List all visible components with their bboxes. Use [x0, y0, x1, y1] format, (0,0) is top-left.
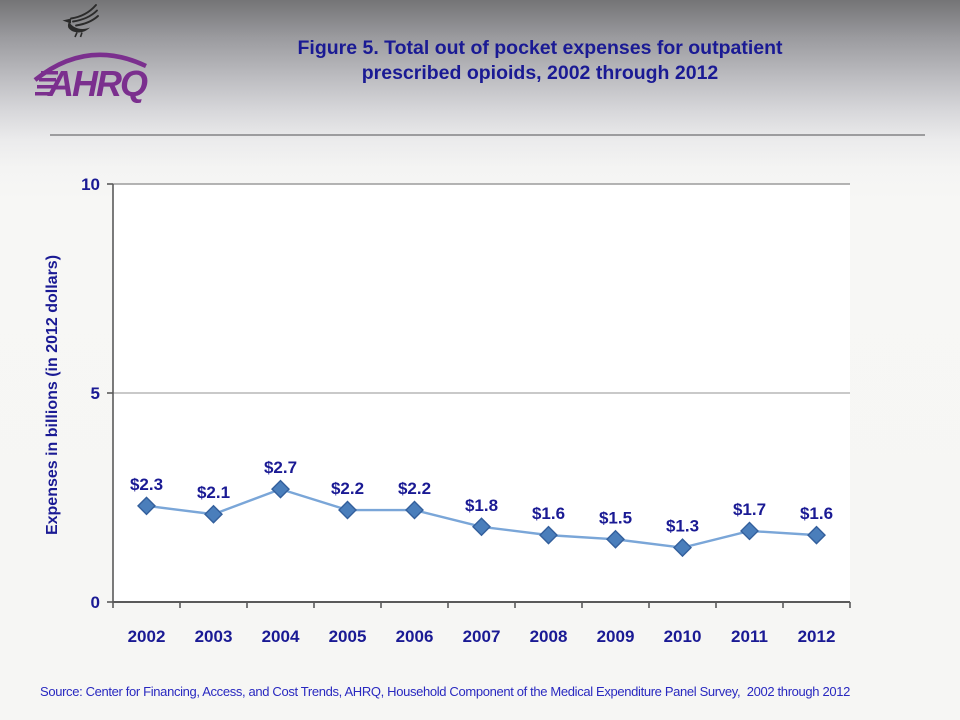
- data-label: $2.1: [197, 483, 230, 502]
- data-point-marker: [539, 525, 558, 545]
- x-tick-label: 2009: [597, 627, 635, 646]
- data-point-marker: [606, 529, 625, 549]
- data-label: $1.3: [666, 517, 699, 536]
- data-label: $2.2: [331, 479, 364, 498]
- data-point-marker: [204, 504, 223, 524]
- data-point-marker: [673, 538, 692, 558]
- x-tick-label: 2010: [664, 627, 702, 646]
- x-tick-label: 2005: [329, 627, 367, 646]
- data-point-marker: [405, 500, 424, 520]
- figure-title: Figure 5. Total out of pocket expenses f…: [160, 36, 920, 86]
- eagle-body: [67, 22, 90, 33]
- x-tick-label: 2012: [798, 627, 836, 646]
- y-tick-label: 10: [81, 175, 100, 194]
- figure-title-line2: prescribed opioids, 2002 through 2012: [361, 62, 719, 84]
- data-point-marker: [137, 496, 156, 516]
- data-label: $1.5: [599, 508, 632, 527]
- x-tick-label: 2006: [396, 627, 434, 646]
- logo-wordmark-text: AHRQ: [47, 63, 148, 104]
- x-tick-label: 2008: [530, 627, 568, 646]
- data-label: $1.8: [465, 496, 498, 515]
- data-label: $1.7: [733, 500, 766, 519]
- data-point-marker: [472, 517, 491, 537]
- data-label: $1.6: [532, 504, 565, 523]
- data-point-marker: [807, 525, 826, 545]
- ahrq-logo: AHRQ: [33, 52, 150, 104]
- data-label: $2.7: [264, 458, 297, 477]
- source-note: Source: Center for Financing, Access, an…: [40, 684, 850, 699]
- data-label: $2.3: [130, 475, 163, 494]
- header-divider: [50, 134, 925, 136]
- x-tick-label: 2011: [731, 627, 768, 646]
- x-tick-label: 2004: [262, 627, 300, 646]
- data-label: $2.2: [398, 479, 431, 498]
- x-tick-label: 2003: [195, 627, 233, 646]
- y-tick-label: 0: [91, 593, 100, 612]
- x-tick-label: 2007: [463, 627, 501, 646]
- logo-speed-lines: [35, 71, 58, 96]
- x-tick-label: 2002: [128, 627, 166, 646]
- hhs-eagle-icon: [62, 4, 99, 38]
- data-label: $1.6: [800, 504, 833, 523]
- data-point-marker: [271, 479, 290, 499]
- figure-title-line1: Figure 5. Total out of pocket expenses f…: [297, 37, 783, 59]
- data-point-marker: [338, 500, 357, 520]
- y-tick-label: 5: [91, 384, 100, 403]
- data-point-marker: [740, 521, 759, 541]
